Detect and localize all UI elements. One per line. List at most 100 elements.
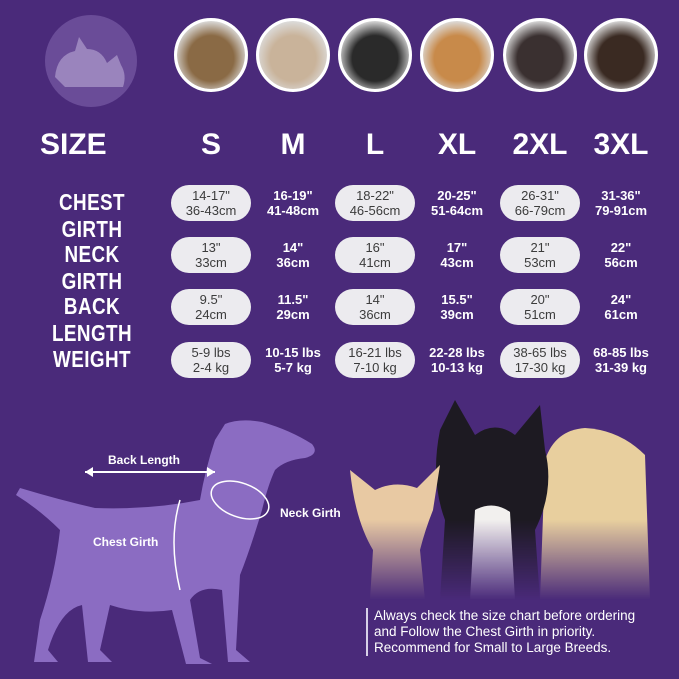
metric-value: 36-43cm (185, 203, 237, 218)
neck-girth-label: Neck Girth (280, 506, 341, 520)
inch-value: 18-22" (356, 188, 394, 203)
inch-value: 68-85 lbs (593, 345, 649, 360)
inch-value: 9.5" (199, 292, 223, 307)
inch-value: 22-28 lbs (429, 345, 485, 360)
inch-value: 20" (530, 292, 550, 307)
metric-value: 7-10 kg (353, 360, 397, 375)
metric-value: 43cm (440, 255, 474, 270)
inch-value: 22" (610, 240, 632, 255)
inch-value: 13" (201, 240, 221, 255)
size-s: S (200, 128, 221, 161)
metric-value: 24cm (195, 307, 227, 322)
size-cell: 16-19" 41-48cm (253, 185, 333, 221)
metric-value: 5-7 kg (274, 360, 312, 375)
metric-value: 36cm (276, 255, 310, 270)
inch-value: 16-19" (273, 188, 313, 203)
metric-value: 46-56cm (349, 203, 401, 218)
metric-value: 53cm (524, 255, 556, 270)
size-cell: 17" 43cm (417, 237, 497, 273)
dog-photo-doberman (584, 18, 658, 92)
metric-value: 17-30 kg (514, 360, 566, 375)
size-heading: SIZE (40, 128, 107, 161)
chest-girth-line (173, 499, 181, 591)
neck-girth-line (210, 480, 270, 520)
metric-value: 31-39 kg (594, 360, 648, 375)
size-advice-note: Always check the size chart before order… (366, 608, 674, 656)
metric-value: 39cm (440, 307, 474, 322)
inch-value: 10-15 lbs (265, 345, 321, 360)
size-cell: 15.5" 39cm (417, 289, 497, 325)
size-cell: 13" 33cm (171, 237, 251, 273)
size-cell: 9.5" 24cm (171, 289, 251, 325)
metric-value: 2-4 kg (192, 360, 230, 375)
inch-value: 17" (446, 240, 468, 255)
metric-value: 51cm (524, 307, 556, 322)
size-cell: 21" 53cm (500, 237, 580, 273)
dog-cat-icon (55, 37, 125, 87)
metric-value: 51-64cm (430, 203, 484, 218)
size-xl: XL (437, 128, 477, 161)
inch-value: 38-65 lbs (513, 345, 567, 360)
row-label: WEIGHT (53, 346, 131, 372)
size-2xl: 2XL (512, 128, 568, 161)
inch-value: 16-21 lbs (348, 345, 402, 360)
inch-value: 24" (610, 292, 632, 307)
size-cell: 31-36" 79-91cm (581, 185, 661, 221)
size-cell: 16-21 lbs 7-10 kg (335, 342, 415, 378)
size-cell: 10-15 lbs 5-7 kg (253, 342, 333, 378)
size-cell: 5-9 lbs 2-4 kg (171, 342, 251, 378)
dog-silhouette-diagram (16, 420, 315, 664)
metric-value: 56cm (604, 255, 638, 270)
size-l: L (365, 128, 385, 161)
metric-value: 29cm (276, 307, 310, 322)
inch-value: 26-31" (521, 188, 559, 203)
inch-value: 20-25" (437, 188, 477, 203)
dog-photo-beagle (420, 18, 494, 92)
inch-value: 21" (530, 240, 550, 255)
size-cell: 20-25" 51-64cm (417, 185, 497, 221)
metric-value: 36cm (359, 307, 391, 322)
size-cell: 14" 36cm (253, 237, 333, 273)
size-cell: 22" 56cm (581, 237, 661, 273)
inch-value: 5-9 lbs (191, 345, 231, 360)
chest-girth-label: Chest Girth (93, 535, 159, 549)
size-cell: 26-31" 66-79cm (500, 185, 580, 221)
back-length-label: Back Length (108, 453, 181, 467)
row-label: CHEST GIRTH (59, 189, 125, 242)
dog-photo-boston-terrier (338, 18, 412, 92)
metric-value: 41-48cm (266, 203, 320, 218)
inch-value: 15.5" (441, 292, 473, 307)
inch-value: 16" (365, 240, 385, 255)
size-cell: 14-17" 36-43cm (171, 185, 251, 221)
size-cell: 22-28 lbs 10-13 kg (417, 342, 497, 378)
metric-value: 10-13 kg (430, 360, 484, 375)
dog-photo-border-collie (503, 18, 577, 92)
metric-value: 79-91cm (594, 203, 648, 218)
dog-photo-yorkshire-terrier (174, 18, 248, 92)
dogs-photo (350, 400, 650, 600)
note-line: and Follow the Chest Girth in priority. (374, 624, 596, 639)
row-label: BACK LENGTH (51, 293, 133, 346)
dog-photo-shih-tzu (256, 18, 330, 92)
size-3xl: 3XL (593, 128, 649, 161)
size-cell: 16" 41cm (335, 237, 415, 273)
metric-value: 66-79cm (514, 203, 566, 218)
note-line: Recommend for Small to Large Breeds. (374, 640, 612, 655)
size-cell: 38-65 lbs 17-30 kg (500, 342, 580, 378)
metric-value: 61cm (604, 307, 638, 322)
inch-value: 14" (365, 292, 385, 307)
note-line: Always check the size chart before order… (374, 608, 636, 623)
size-cell: 11.5" 29cm (253, 289, 333, 325)
metric-value: 41cm (359, 255, 391, 270)
size-cell: 14" 36cm (335, 289, 415, 325)
pet-logo (45, 15, 137, 107)
size-cell: 68-85 lbs 31-39 kg (581, 342, 661, 378)
inch-value: 14" (282, 240, 304, 255)
metric-value: 33cm (195, 255, 227, 270)
inch-value: 14-17" (192, 188, 230, 203)
inch-value: 31-36" (601, 188, 641, 203)
size-cell: 24" 61cm (581, 289, 661, 325)
size-m: M (280, 128, 306, 161)
inch-value: 11.5" (277, 292, 309, 307)
size-cell: 18-22" 46-56cm (335, 185, 415, 221)
